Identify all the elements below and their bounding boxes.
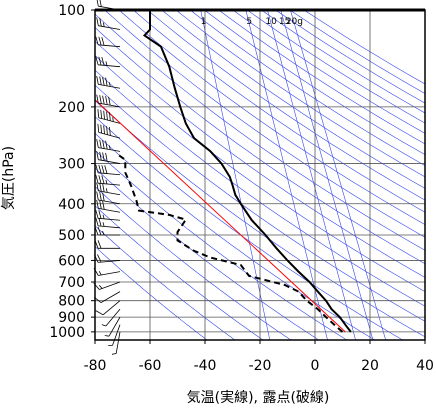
x-tick-label: 20 (361, 358, 379, 374)
y-axis-label: 気圧(hPa) (1, 146, 17, 210)
dry-adiabat (62, 10, 436, 340)
dry-adiabat (105, 10, 436, 340)
mixing-ratio-label: 1 (201, 17, 207, 27)
wind-barb (97, 17, 120, 29)
profile-line (145, 10, 351, 332)
wind-barb (94, 282, 120, 290)
x-tick-label: -80 (84, 358, 107, 374)
y-tick-label: 700 (58, 275, 85, 291)
y-tick-label: 400 (58, 197, 85, 213)
dry-adiabat (34, 10, 436, 340)
y-tick-label: 1000 (49, 325, 85, 341)
wind-barb (105, 317, 120, 336)
dry-adiabat (261, 10, 436, 340)
wind-barb (97, 151, 120, 163)
wind-barb (98, 109, 120, 123)
y-tick-label: 800 (58, 294, 85, 310)
y-tick-label: 300 (58, 157, 85, 173)
wind-barb (96, 57, 120, 67)
dry-adiabat (0, 10, 375, 340)
mixing-ratio-label: 10 (265, 17, 277, 27)
wind-barb (94, 268, 120, 275)
dry-adiabat (0, 10, 263, 340)
x-tick-label: 40 (416, 358, 434, 374)
x-tick-label: -20 (249, 358, 272, 374)
profiles (95, 10, 351, 332)
wind-barb (95, 227, 120, 235)
dry-adiabat (233, 10, 436, 340)
dry-adiabat (176, 10, 436, 340)
dry-adiabat (276, 10, 436, 340)
x-axis-label: 気温(実線), 露点(破線) (187, 390, 330, 406)
mixing-ratio-line (201, 10, 270, 340)
dry-adiabat (219, 10, 436, 340)
y-tick-label: 500 (58, 228, 85, 244)
dry-adiabat (147, 10, 436, 340)
mixing-ratio-label: 5 (246, 17, 252, 27)
y-tick-label: 100 (58, 3, 85, 19)
dry-adiabat (190, 10, 436, 340)
y-tick-label: 900 (58, 310, 85, 326)
mixing-ratio-label: 20g (286, 17, 303, 27)
mixing-ratio-line (290, 10, 385, 340)
y-tick-label: 200 (58, 100, 85, 116)
wind-barb (96, 37, 120, 47)
x-tick-label: -40 (194, 358, 217, 374)
profile-line (95, 100, 345, 332)
y-tick-label: 600 (58, 253, 85, 269)
wind-barb (96, 301, 120, 315)
x-tick-label: 0 (311, 358, 320, 374)
dry-adiabat (162, 10, 436, 340)
dry-adiabat (0, 10, 235, 340)
wind-barb (94, 254, 120, 262)
dry-adiabat (48, 10, 436, 340)
wind-barb (95, 240, 120, 248)
wind-barb (102, 309, 120, 326)
x-tick-label: -60 (139, 358, 162, 374)
